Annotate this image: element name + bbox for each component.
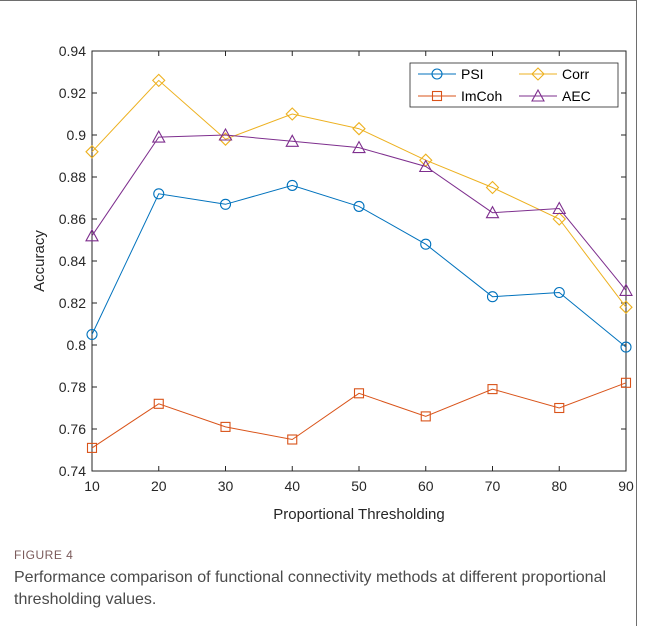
x-tick-label: 30: [218, 478, 234, 494]
legend-item-imcoh: ImCoh: [418, 88, 502, 104]
data-point: [485, 205, 500, 219]
data-point: [287, 434, 298, 445]
data-point: [218, 127, 233, 141]
legend: PSI Corr ImCoh AEC: [409, 62, 619, 108]
series-line: [91, 79, 627, 308]
data-point: [420, 238, 432, 250]
data-point: [151, 73, 166, 88]
data-point: [619, 300, 633, 314]
data-point: [486, 291, 499, 303]
data-point: [285, 134, 300, 147]
y-tick-label: 0.9: [67, 127, 87, 143]
legend-item-aec: AEC: [519, 88, 591, 104]
series-line: [91, 184, 627, 348]
data-point: [285, 107, 300, 121]
data-point: [153, 188, 165, 200]
data-point: [286, 179, 298, 191]
legend-label: PSI: [461, 66, 484, 82]
y-tick-label: 0.82: [59, 295, 86, 311]
x-tick-label: 80: [551, 478, 567, 494]
legend-swatch-marker: [531, 67, 545, 81]
series-psi: [86, 179, 632, 353]
figure-frame: [0, 0, 637, 626]
data-point: [487, 384, 498, 395]
data-point: [85, 228, 99, 242]
legend-item-corr: Corr: [519, 66, 590, 82]
x-tick-label: 20: [151, 478, 167, 494]
y-tick-label: 0.78: [59, 379, 86, 395]
data-point: [86, 442, 98, 453]
data-point: [418, 159, 433, 173]
data-point: [420, 411, 431, 422]
y-tick-label: 0.92: [59, 85, 86, 101]
data-point: [553, 286, 565, 299]
series-imcoh: [86, 377, 632, 453]
data-point: [151, 129, 166, 143]
series-aec: [85, 127, 633, 296]
y-tick-label: 0.74: [59, 463, 86, 479]
y-axis-title: Accuracy: [31, 230, 48, 292]
data-point: [620, 341, 632, 353]
legend-item-psi: PSI: [418, 66, 484, 82]
x-tick-label: 50: [351, 478, 367, 494]
data-point: [153, 398, 164, 409]
legend-swatch-marker: [431, 68, 443, 80]
data-point: [552, 212, 567, 226]
data-point: [220, 421, 231, 432]
legend-label: Corr: [562, 66, 590, 82]
y-tick-label: 0.76: [59, 421, 86, 437]
data-point: [619, 283, 633, 296]
x-axis-title: Proportional Thresholding: [273, 506, 445, 523]
data-point: [219, 198, 232, 210]
data-point: [485, 180, 500, 195]
y-tick-label: 0.94: [59, 43, 86, 59]
x-tick-label: 60: [418, 478, 434, 494]
legend-swatch-marker: [531, 88, 545, 102]
data-point: [552, 201, 567, 215]
legend-box: [409, 62, 619, 108]
y-axis-ticks: 0.74 0.76 0.78 0.8 0.82 0.84 0.86 0.88 0.9 0.92 0.…: [59, 43, 626, 479]
axes-box: [91, 50, 627, 472]
legend-swatch-marker: [431, 90, 443, 102]
x-tick-label: 40: [284, 478, 300, 494]
data-point: [620, 377, 632, 388]
series-line: [91, 382, 627, 449]
x-tick-label: 70: [485, 478, 501, 494]
data-point: [352, 121, 366, 136]
y-tick-label: 0.8: [67, 337, 87, 353]
data-point: [353, 388, 365, 399]
y-tick-label: 0.84: [59, 253, 86, 269]
legend-label: AEC: [562, 88, 591, 104]
legend-label: ImCoh: [461, 88, 502, 104]
x-tick-label: 10: [84, 478, 100, 494]
figure-caption: Performance comparison of functional con…: [14, 569, 607, 608]
y-tick-label: 0.86: [59, 211, 86, 227]
y-tick-label: 0.88: [59, 169, 86, 185]
data-point: [353, 200, 365, 212]
data-point: [554, 402, 565, 414]
data-point: [86, 328, 98, 341]
data-point: [85, 145, 99, 159]
series-line: [91, 134, 627, 291]
series-layer: [85, 73, 633, 453]
figure-label: FIGURE 4: [14, 548, 74, 562]
data-point: [352, 140, 366, 154]
plot-area: [91, 50, 627, 472]
x-axis-ticks: 10 20 30 40 50 60 70 80 90: [84, 51, 634, 494]
x-tick-label: 90: [618, 478, 634, 494]
